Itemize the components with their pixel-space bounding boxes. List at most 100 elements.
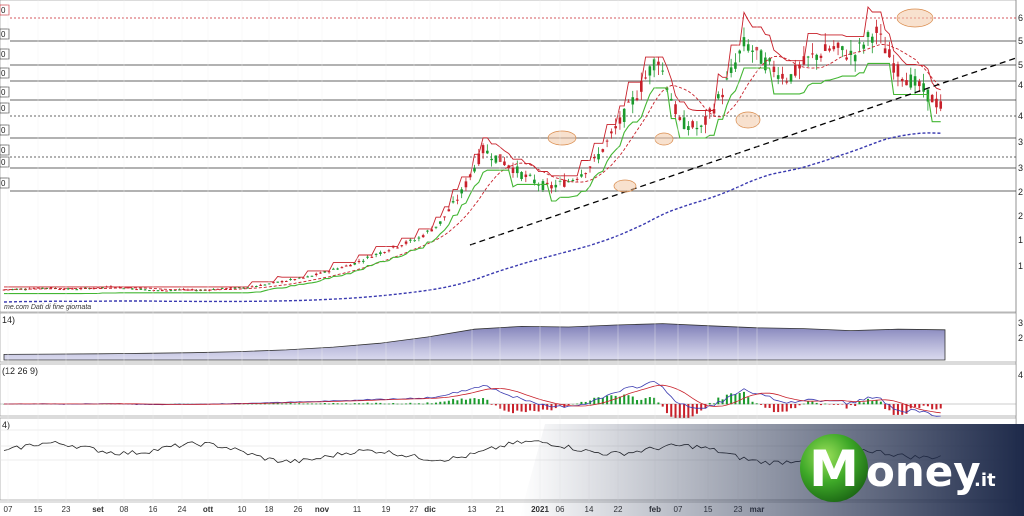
candle-body [545, 182, 549, 185]
candle-body [870, 36, 874, 43]
candle-body [605, 140, 609, 142]
candle-body [148, 290, 151, 292]
indicator-1-label: 14) [2, 315, 15, 325]
macd-histogram-bar [764, 404, 767, 408]
candle-body [32, 288, 36, 290]
candle-body [447, 209, 451, 212]
macd-histogram-bar [289, 403, 292, 405]
candle-body [828, 48, 831, 51]
oscillator-label: 4) [2, 420, 10, 430]
candle-body [541, 181, 545, 190]
candle-body [635, 98, 639, 100]
highlight-ellipse [735, 111, 761, 129]
candle-body [618, 117, 622, 124]
macd-histogram-bar [345, 403, 348, 405]
candle-body [939, 101, 943, 109]
candle-body [126, 287, 130, 289]
source-note: me.com Dati di fine giornata [4, 304, 91, 311]
candle-body [554, 184, 558, 188]
candle-body [36, 287, 40, 289]
candle-body [567, 181, 570, 183]
macd-histogram-bar [695, 404, 698, 414]
macd-histogram-bar [392, 403, 395, 405]
candle-body [601, 149, 605, 152]
candle-body [793, 64, 797, 76]
macd-histogram-bar [858, 401, 861, 405]
candle-body [503, 161, 506, 166]
x-axis-tick: 08 [120, 505, 129, 514]
candle-body [875, 26, 878, 33]
macd-histogram-bar [935, 404, 938, 410]
candle-body [742, 37, 746, 47]
candle-body [353, 262, 357, 265]
macd-histogram-bar [533, 404, 536, 412]
macd-histogram-bar [486, 399, 489, 405]
macd-histogram-bar [631, 396, 634, 405]
macd-histogram-bar [516, 404, 519, 411]
macd-histogram-bar [456, 400, 459, 405]
candle-body [631, 97, 635, 105]
candle-body [66, 288, 70, 290]
candle-body [451, 201, 455, 203]
macd-histogram-bar [922, 404, 925, 406]
candle-body [768, 58, 771, 62]
candle-body [417, 237, 421, 239]
macd-histogram-bar [730, 393, 733, 405]
candle-body [614, 126, 617, 129]
macd-histogram-bar [623, 394, 626, 405]
candle-body [622, 108, 626, 122]
candle-body [477, 153, 481, 165]
macd-histogram-bar [862, 402, 865, 405]
macd-histogram-bar [760, 404, 763, 405]
macd-histogram-bar [751, 401, 754, 405]
candle-body [892, 63, 895, 73]
macd-histogram-bar [691, 404, 694, 417]
macd-histogram-bar [379, 402, 382, 405]
candle-body [935, 98, 938, 108]
candle-body [285, 280, 288, 282]
candle-body [815, 54, 818, 60]
level-box-label: 0 [1, 30, 6, 39]
macd-histogram-bar [845, 404, 848, 409]
candle-body [789, 74, 793, 82]
candle-body [721, 94, 724, 98]
candle-body [212, 288, 215, 290]
candle-body [853, 55, 857, 62]
candle-body [225, 288, 228, 290]
candle-body [823, 44, 827, 51]
candle-body [242, 287, 245, 289]
macd-histogram-bar [644, 398, 647, 405]
macd-histogram-bar [435, 402, 438, 405]
macd-histogram-bar [447, 400, 450, 405]
candle-body [297, 277, 301, 279]
macd-histogram-bar [606, 395, 609, 405]
macd-histogram-bar [494, 404, 497, 406]
x-axis-tick: nov [315, 505, 330, 514]
candle-body [776, 75, 780, 79]
candle-body [255, 286, 258, 288]
macd-histogram-bar [593, 397, 596, 405]
candle-body [592, 157, 596, 159]
candle-body [507, 165, 511, 168]
candle-body [92, 288, 96, 290]
macd-histogram-bar [546, 404, 549, 410]
macd-histogram-bar [683, 404, 686, 419]
macd-histogram-bar [413, 403, 416, 405]
candle-body [806, 56, 810, 58]
macd-histogram-bar [713, 403, 716, 405]
macd-histogram-bar [328, 403, 331, 405]
candle-body [879, 33, 883, 35]
candle-body [896, 64, 900, 77]
macd-histogram-bar [777, 404, 780, 413]
candle-body [883, 48, 887, 54]
candle-body [293, 279, 297, 281]
macd-histogram-bar [815, 402, 818, 405]
indicator-1-tick: 2 [1018, 333, 1023, 343]
candle-body [276, 281, 280, 283]
highlight-ellipse [547, 130, 577, 146]
level-box [0, 86, 10, 98]
candle-body [430, 229, 434, 232]
macd-histogram-bar [798, 404, 801, 406]
macd-histogram-bar [648, 397, 651, 405]
candle-body [340, 267, 344, 269]
